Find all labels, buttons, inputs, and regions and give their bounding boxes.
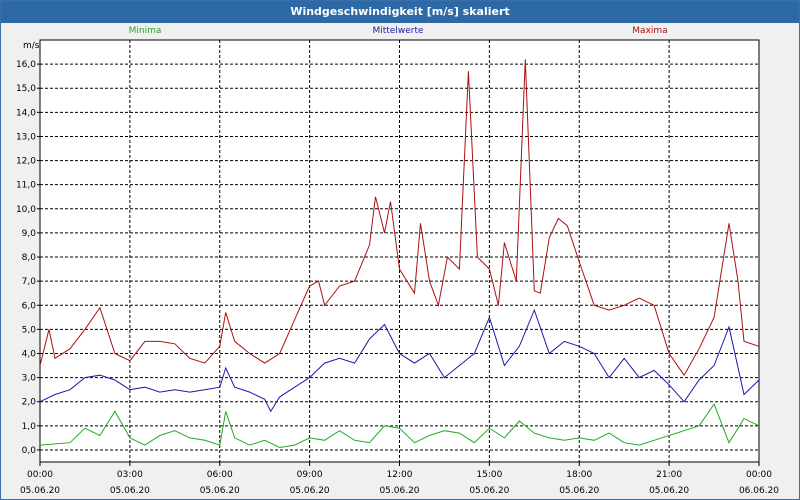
y-tick-label: 10,0 — [16, 205, 36, 215]
x-axis: 00:00 05.06.20 03:00 05.06.20 06:00 05.06.20 0… — [20, 462, 779, 496]
legend-minima: Minima — [129, 26, 162, 36]
grid-lines — [40, 40, 759, 462]
y-axis-label: m/s — [23, 41, 40, 51]
x-tick-time: 18:00 — [566, 470, 592, 480]
x-tick-time: 12:00 — [387, 470, 413, 480]
y-tick-label: 5,0 — [22, 325, 37, 335]
y-tick-label: 11,0 — [16, 181, 36, 191]
legend-mittelwerte: Mittelwerte — [372, 26, 423, 36]
x-tick-date: 05.06.20 — [290, 486, 330, 496]
y-tick-label: 6,0 — [22, 301, 37, 311]
legend: Minima Mittelwerte Maxima — [129, 26, 668, 36]
x-tick-time: 09:00 — [297, 470, 323, 480]
x-tick-date: 05.06.20 — [200, 486, 240, 496]
y-axis: m/s 0,0 1,0 2,0 3,0 4,0 5,0 6,0 7,0 8,0 9,0 10,0 11… — [16, 41, 40, 456]
x-tick-time: 00:00 — [27, 470, 53, 480]
x-tick-time: 06:00 — [207, 470, 233, 480]
y-tick-label: 2,0 — [22, 398, 37, 408]
y-tick-label: 12,0 — [16, 157, 36, 167]
series-line-maxima — [39, 59, 760, 377]
y-tick-label: 1,0 — [22, 422, 37, 432]
legend-maxima: Maxima — [632, 26, 667, 36]
series-line-minima — [39, 403, 760, 449]
y-tick-label: 7,0 — [22, 277, 37, 287]
x-tick-date: 05.06.20 — [469, 486, 509, 496]
y-tick-label: 8,0 — [22, 253, 37, 263]
x-tick-time: 21:00 — [656, 470, 682, 480]
series-lines — [39, 59, 760, 449]
x-tick-date: 05.06.20 — [20, 486, 60, 496]
y-tick-label: 14,0 — [16, 108, 36, 118]
chart-title: Windgeschwindigkeit [m/s] skaliert — [1, 1, 799, 23]
y-tick-label: 0,0 — [22, 446, 37, 456]
y-tick-label: 15,0 — [16, 84, 36, 94]
x-tick-date: 05.06.20 — [559, 486, 599, 496]
x-tick-date: 05.06.20 — [649, 486, 689, 496]
x-tick-time: 15:00 — [476, 470, 502, 480]
x-tick-date: 05.06.20 — [110, 486, 150, 496]
series-line-mittelwerte — [39, 308, 760, 413]
y-tick-label: 16,0 — [16, 60, 36, 70]
y-tick-label: 13,0 — [16, 132, 36, 142]
x-tick-date: 06.06.20 — [739, 486, 779, 496]
x-tick-time: 03:00 — [117, 470, 143, 480]
y-tick-label: 4,0 — [22, 349, 37, 359]
x-tick-time: 00:00 — [746, 470, 772, 480]
x-tick-date: 05.06.20 — [379, 486, 419, 496]
y-tick-label: 9,0 — [22, 229, 37, 239]
y-tick-label: 3,0 — [22, 374, 37, 384]
